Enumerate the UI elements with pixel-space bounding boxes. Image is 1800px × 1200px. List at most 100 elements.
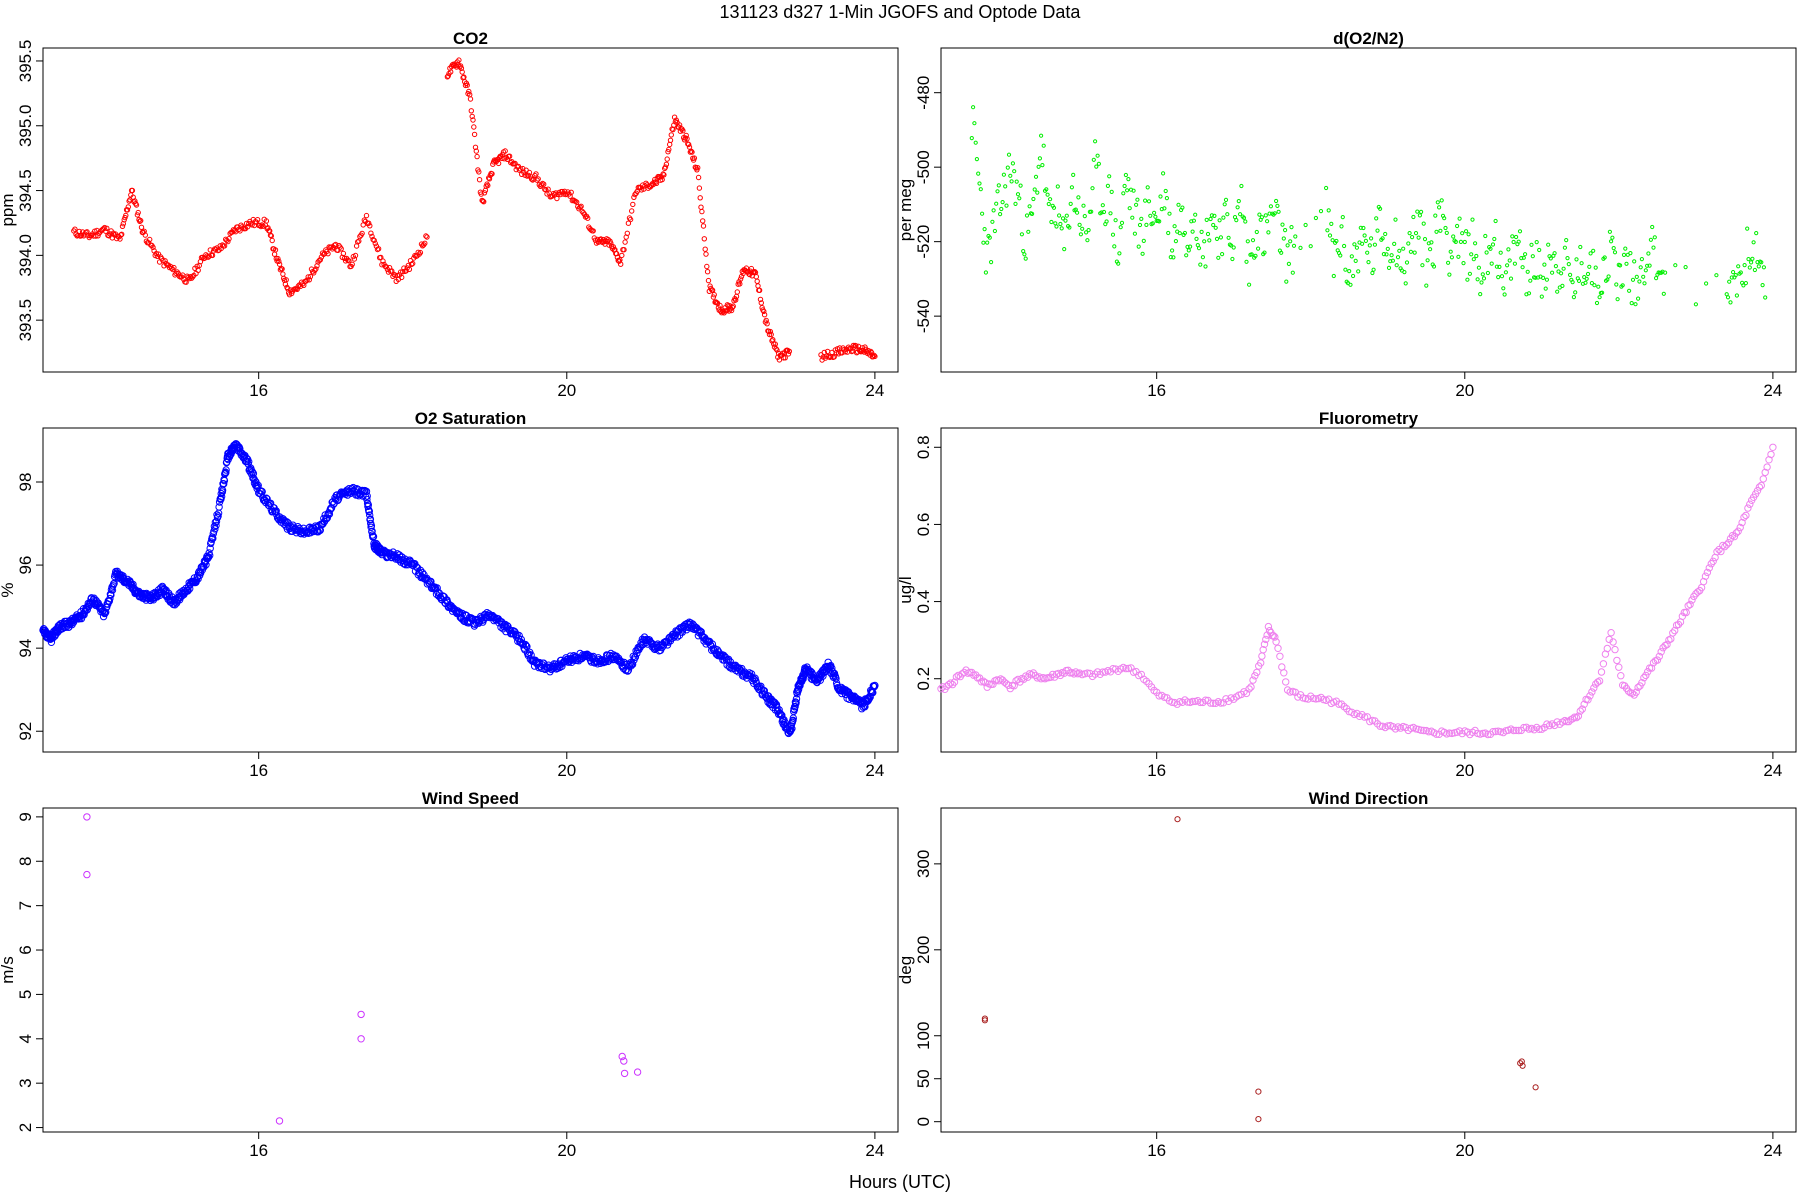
- data-point: [107, 591, 115, 599]
- data-point: [973, 140, 978, 145]
- data-point: [1354, 245, 1360, 250]
- data-point: [1004, 203, 1009, 208]
- data-point: [254, 481, 262, 490]
- data-point: [517, 635, 525, 644]
- data-point: [1372, 242, 1378, 247]
- data-point: [1757, 481, 1766, 490]
- data-point: [1611, 645, 1619, 654]
- data-point: [119, 223, 126, 230]
- data-point: [703, 251, 709, 257]
- data-point: [1750, 256, 1755, 261]
- data-point: [1161, 171, 1166, 176]
- data-point: [1173, 239, 1179, 244]
- wind-direction-panel: Wind Direction deg 16 20 24 0 50 100 200 300: [896, 789, 1797, 1160]
- data-point: [137, 218, 143, 225]
- data-point: [981, 1015, 989, 1022]
- data-point: [1633, 302, 1638, 307]
- y-tick-label: 96: [16, 556, 35, 575]
- data-point: [1099, 210, 1104, 215]
- data-point: [1667, 635, 1675, 643]
- data-point: [1499, 274, 1505, 279]
- data-point: [1263, 213, 1268, 218]
- data-point: [370, 236, 376, 243]
- data-point: [1313, 215, 1319, 221]
- data-point: [1365, 250, 1370, 255]
- data-point: [99, 612, 108, 621]
- data-point: [1367, 243, 1372, 248]
- data-point: [668, 132, 674, 138]
- data-point: [992, 228, 998, 234]
- data-point: [629, 208, 635, 214]
- data-point: [1209, 699, 1217, 707]
- data-point: [102, 608, 110, 616]
- data-point: [1650, 224, 1655, 230]
- data-point: [1407, 231, 1412, 236]
- data-point: [1218, 235, 1224, 240]
- data-point: [1046, 201, 1051, 207]
- data-point: [456, 57, 462, 63]
- data-point: [83, 813, 91, 821]
- x-tick-label: 16: [249, 381, 268, 400]
- data-point: [1262, 250, 1267, 255]
- data-point: [1257, 659, 1265, 667]
- data-point: [1225, 212, 1230, 217]
- data-point: [1749, 260, 1754, 265]
- data-point: [1613, 656, 1621, 665]
- data-point: [133, 202, 140, 208]
- data-point: [1173, 700, 1181, 708]
- data-point: [1583, 280, 1588, 285]
- data-point: [1274, 644, 1282, 652]
- data-point: [753, 274, 759, 280]
- data-point: [1262, 635, 1270, 644]
- y-tick-label: 98: [16, 473, 35, 492]
- data-point: [1198, 262, 1203, 267]
- data-point: [1035, 190, 1040, 195]
- data-point: [1411, 214, 1416, 220]
- data-point: [1150, 221, 1155, 226]
- d-o2-n2-panel: d(O2/N2) per meg 16 20 24 -540 -520 -500 -480: [896, 29, 1797, 400]
- data-point: [209, 534, 217, 543]
- data-point: [204, 553, 213, 561]
- x-tick-label: 20: [557, 761, 576, 780]
- data-point: [1349, 254, 1354, 259]
- data-point: [138, 224, 145, 231]
- data-point: [283, 277, 289, 283]
- data-point: [1707, 560, 1716, 568]
- data-point: [1421, 221, 1426, 226]
- data-point: [1494, 264, 1500, 269]
- data-point: [1406, 241, 1411, 246]
- data-point: [1653, 656, 1662, 664]
- data-point: [1568, 715, 1577, 723]
- data-point: [1236, 199, 1241, 204]
- data-point: [1171, 255, 1176, 260]
- data-point: [1517, 229, 1523, 234]
- data-point: [1172, 224, 1177, 229]
- data-point: [206, 551, 214, 560]
- data-point: [1412, 725, 1420, 733]
- data-point: [1508, 276, 1514, 281]
- data-point: [1755, 483, 1764, 491]
- x-tick-label: 24: [1763, 1141, 1782, 1160]
- y-tick-label: 0.2: [914, 667, 933, 691]
- data-point: [1222, 695, 1230, 703]
- data-point: [1191, 218, 1197, 223]
- data-point: [262, 494, 271, 502]
- data-point: [1447, 272, 1452, 277]
- y-tick-label: 0.6: [914, 513, 933, 537]
- data-point: [1371, 267, 1376, 272]
- data-point: [1620, 283, 1625, 288]
- data-point: [1713, 548, 1721, 556]
- data-point: [474, 153, 480, 160]
- data-point: [1369, 236, 1374, 241]
- data-point: [1112, 244, 1117, 249]
- data-point: [1618, 263, 1623, 268]
- data-point: [1222, 202, 1227, 207]
- data-point: [1276, 652, 1284, 660]
- data-point: [1243, 219, 1248, 224]
- data-point: [1204, 217, 1209, 222]
- figure-title: 131123 d327 1-Min JGOFS and Optode Data: [720, 2, 1082, 22]
- data-point: [1381, 252, 1387, 257]
- data-point: [1542, 262, 1547, 267]
- data-point: [1645, 263, 1650, 268]
- y-tick-label: 7: [16, 901, 35, 910]
